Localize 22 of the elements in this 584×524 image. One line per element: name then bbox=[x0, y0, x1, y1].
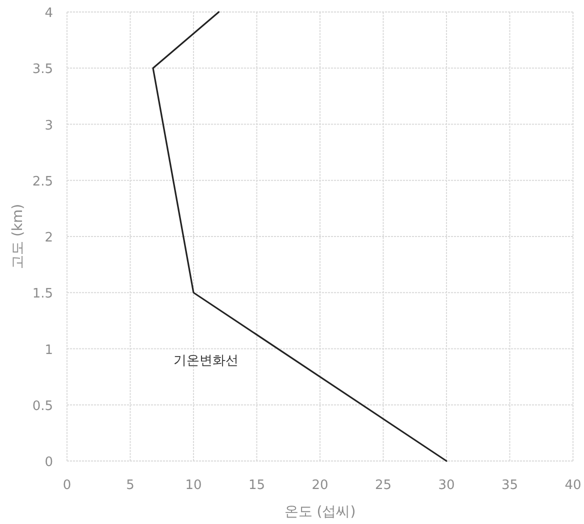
line-series bbox=[152, 11, 448, 462]
x-tick-label: 35 bbox=[501, 478, 518, 493]
y-tick-label: 0.5 bbox=[32, 398, 53, 414]
x-tick-label: 10 bbox=[185, 478, 202, 493]
y-tick-label: 3.5 bbox=[32, 62, 53, 78]
y-tick-label: 2.5 bbox=[32, 174, 53, 190]
x-tick-label: 20 bbox=[312, 478, 328, 493]
x-tick-label: 30 bbox=[438, 478, 455, 493]
y-tick-label: 1 bbox=[44, 342, 53, 358]
y-tick-label: 1.5 bbox=[32, 286, 53, 302]
x-tick-label: 15 bbox=[248, 478, 266, 493]
y-tick-label: 3 bbox=[44, 118, 53, 134]
x-tick-label: 5 bbox=[126, 478, 134, 493]
y-tick-label: 4 bbox=[44, 6, 53, 21]
y-axis-title: 고도 (km) bbox=[10, 204, 26, 270]
y-tick-label: 2 bbox=[44, 230, 53, 246]
x-tick-label: 0 bbox=[62, 478, 72, 493]
series-label: 기온변화선 bbox=[174, 354, 238, 369]
y-tick-label: 0 bbox=[44, 455, 53, 470]
x-tick-label: 40 bbox=[564, 478, 582, 493]
x-axis-title: 온도 (섭씨) bbox=[284, 504, 356, 520]
x-tick-label: 25 bbox=[374, 478, 392, 493]
